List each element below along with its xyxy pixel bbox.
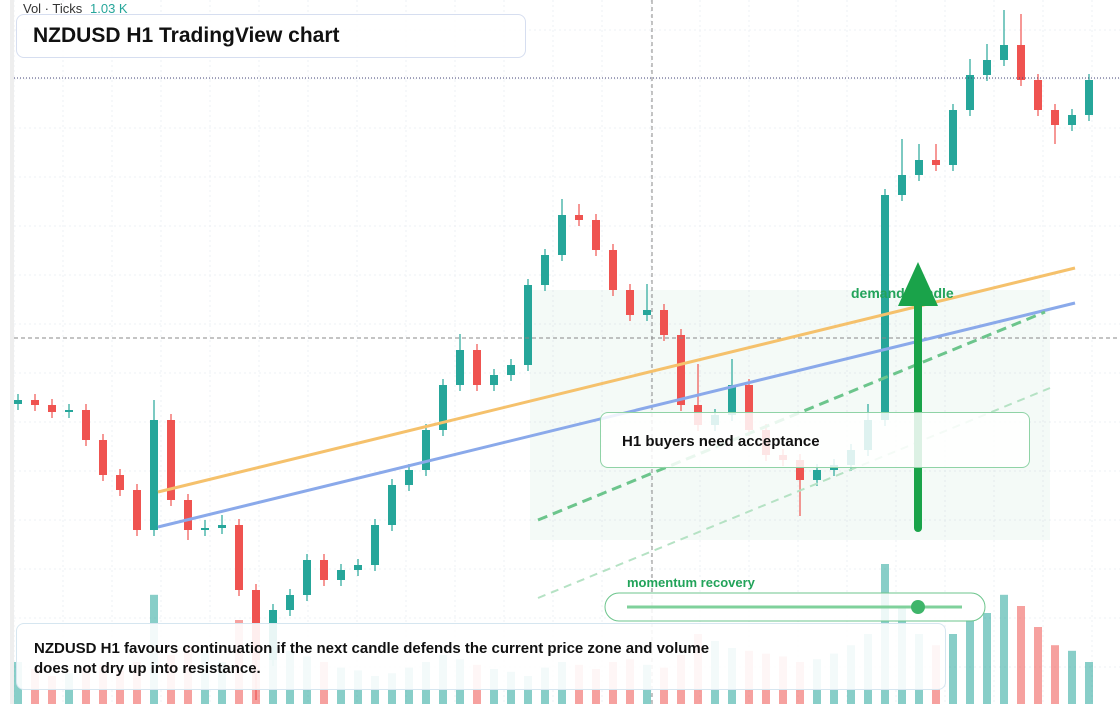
volume-bar bbox=[966, 620, 974, 704]
volume-bar bbox=[524, 676, 532, 704]
candle-body bbox=[133, 490, 141, 530]
candle-body bbox=[745, 385, 753, 430]
candle-body bbox=[966, 75, 974, 110]
candle-body bbox=[150, 420, 158, 530]
candle-body bbox=[405, 470, 413, 485]
candle-body bbox=[1051, 110, 1059, 125]
volume-bar bbox=[48, 676, 56, 704]
candle-body bbox=[983, 60, 991, 75]
candle-body bbox=[592, 220, 600, 250]
volume-bar bbox=[1017, 606, 1025, 704]
candle-body bbox=[354, 565, 362, 570]
volume-bar bbox=[371, 676, 379, 704]
callout-text: H1 buyers need acceptance bbox=[622, 433, 820, 450]
title: NZDUSD H1 TradingView chart bbox=[33, 24, 340, 47]
candle-body bbox=[167, 420, 175, 500]
candle-body bbox=[541, 255, 549, 285]
slider-knob bbox=[911, 600, 925, 614]
candle-body bbox=[201, 528, 209, 530]
candle-body bbox=[320, 560, 328, 580]
candle-body bbox=[473, 350, 481, 385]
candle-body bbox=[728, 385, 736, 415]
candle-body bbox=[660, 310, 668, 335]
candle-body bbox=[575, 215, 583, 220]
summary: NZDUSD H1 favours continuation if the ne… bbox=[34, 640, 710, 677]
candle-body bbox=[490, 375, 498, 385]
candle-body bbox=[524, 285, 532, 365]
candle-body bbox=[677, 335, 685, 405]
candle-body bbox=[388, 485, 396, 525]
candle-body bbox=[286, 595, 294, 610]
candle-body bbox=[643, 310, 651, 315]
vol-value: 1.03 K bbox=[90, 1, 128, 16]
candle-body bbox=[337, 570, 345, 580]
volume-bar bbox=[949, 634, 957, 704]
candle-body bbox=[82, 410, 90, 440]
candle-body bbox=[507, 365, 515, 375]
candle-body bbox=[422, 430, 430, 470]
candle-body bbox=[1017, 45, 1025, 80]
candle-body bbox=[898, 175, 906, 195]
candle-body bbox=[558, 215, 566, 255]
candle-body bbox=[915, 160, 923, 175]
candle-body bbox=[932, 160, 940, 165]
candle-body bbox=[609, 250, 617, 290]
slider-label: momentum recovery bbox=[627, 575, 756, 590]
summary-box: NZDUSD H1 favours continuation if the ne… bbox=[16, 623, 946, 690]
arrow-head bbox=[898, 262, 938, 306]
vol-label: Vol · Ticks bbox=[23, 1, 83, 16]
candle-body bbox=[116, 475, 124, 490]
candle-body bbox=[184, 500, 192, 530]
candle-body bbox=[626, 290, 634, 315]
volume-bar bbox=[1051, 645, 1059, 704]
candle-body bbox=[371, 525, 379, 565]
candle-body bbox=[949, 110, 957, 165]
volume-bar bbox=[983, 613, 991, 704]
left-edge bbox=[10, 0, 14, 704]
volume-bar bbox=[1068, 650, 1076, 704]
volume-bar bbox=[1000, 594, 1008, 704]
candle-body bbox=[99, 440, 107, 475]
candle-body bbox=[1034, 80, 1042, 110]
candle-body bbox=[1085, 80, 1093, 115]
candle-body bbox=[456, 350, 464, 385]
callout: H1 buyers need acceptance bbox=[600, 412, 1030, 468]
candle-body bbox=[796, 460, 804, 480]
candle-body bbox=[65, 410, 73, 412]
candle-body bbox=[48, 405, 56, 412]
title-box: NZDUSD H1 TradingView chart bbox=[16, 14, 526, 58]
candle-body bbox=[31, 400, 39, 405]
candle-body bbox=[813, 470, 821, 480]
candle-body bbox=[303, 560, 311, 595]
volume-bar bbox=[1085, 662, 1093, 704]
candle-body bbox=[1068, 115, 1076, 125]
candle-body bbox=[439, 385, 447, 430]
candle-body bbox=[1000, 45, 1008, 60]
volume-bar bbox=[1034, 627, 1042, 704]
candle-body bbox=[235, 525, 243, 590]
candle-body bbox=[218, 525, 226, 528]
candle-body bbox=[881, 195, 889, 420]
candle-body bbox=[14, 400, 22, 404]
